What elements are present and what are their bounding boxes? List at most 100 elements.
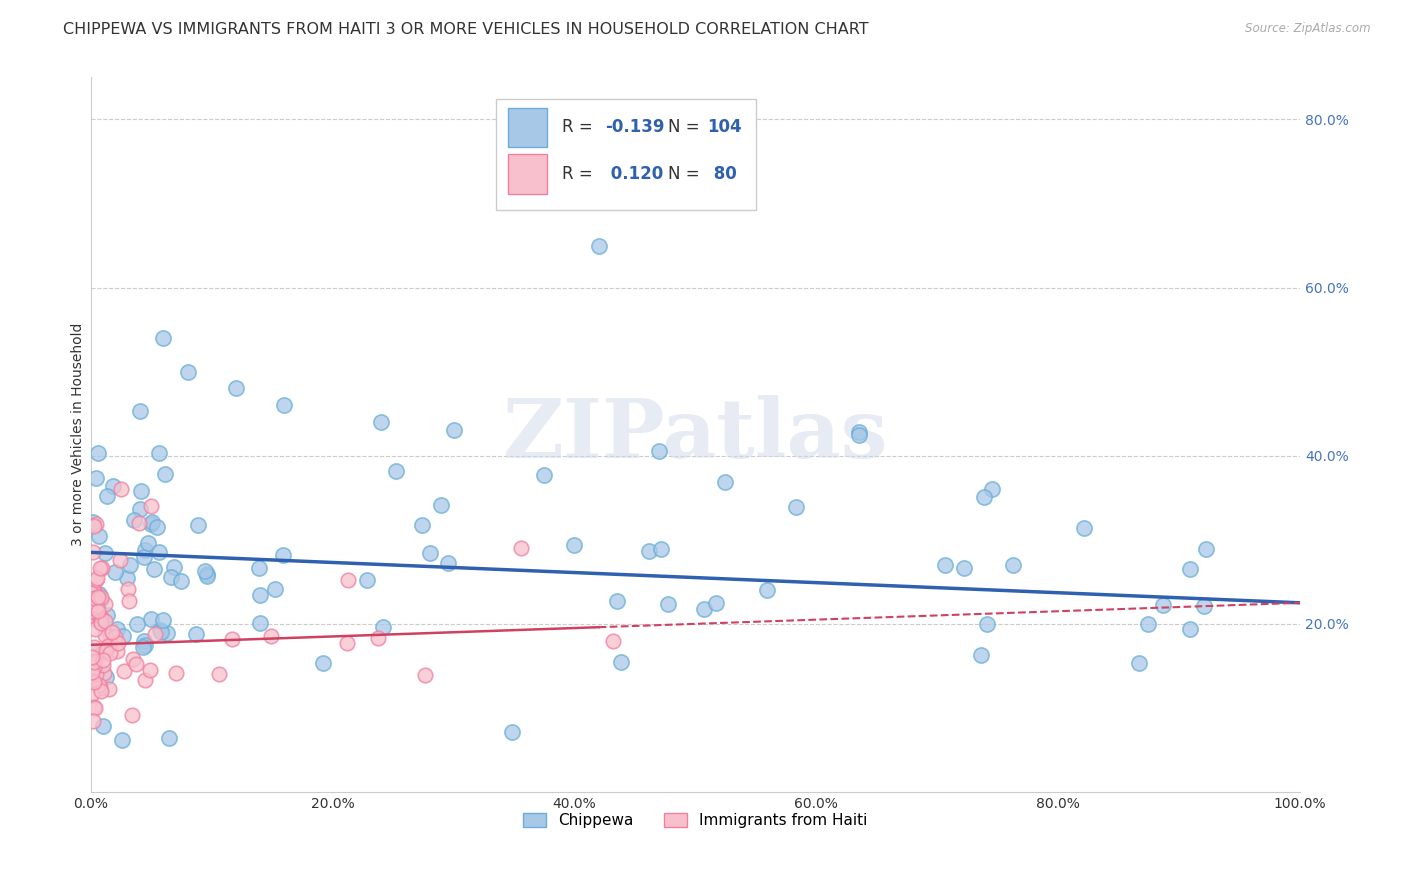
Point	[96, 489, 118, 503]
Point	[86, 610, 108, 624]
Point	[225, 382, 247, 396]
Point	[367, 632, 389, 646]
Point	[127, 617, 149, 632]
Point	[84, 701, 107, 715]
Point	[533, 467, 555, 482]
Point	[80, 665, 103, 679]
Point	[94, 614, 117, 628]
Point	[90, 684, 112, 698]
Point	[86, 613, 108, 627]
Point	[704, 596, 727, 610]
Point	[165, 666, 187, 681]
Point	[141, 499, 163, 513]
Point	[176, 365, 198, 379]
Point	[90, 612, 112, 626]
Point	[90, 561, 112, 575]
Point	[134, 543, 156, 558]
Point	[105, 623, 128, 637]
Point	[249, 615, 271, 630]
Point	[976, 617, 998, 632]
Point	[129, 483, 152, 498]
Point	[156, 625, 179, 640]
FancyBboxPatch shape	[496, 99, 756, 210]
Point	[606, 594, 628, 608]
Point	[934, 558, 956, 572]
Point	[83, 674, 105, 689]
Point	[152, 331, 174, 345]
Point	[273, 398, 295, 412]
Point	[98, 646, 121, 660]
Point	[1192, 599, 1215, 614]
Point	[104, 565, 127, 579]
Point	[89, 560, 111, 574]
Point	[371, 619, 394, 633]
Point	[602, 634, 624, 648]
Point	[96, 608, 118, 623]
Point	[693, 602, 716, 616]
Point	[114, 664, 136, 678]
Point	[86, 599, 108, 613]
Point	[143, 562, 166, 576]
Point	[128, 516, 150, 530]
Point	[125, 657, 148, 671]
Point	[94, 627, 117, 641]
Point	[588, 238, 610, 252]
Point	[148, 545, 170, 559]
Point	[187, 517, 209, 532]
Point	[648, 444, 671, 458]
Point	[128, 404, 150, 418]
Y-axis label: 3 or more Vehicles in Household: 3 or more Vehicles in Household	[72, 323, 86, 547]
Point	[848, 425, 870, 440]
Point	[80, 643, 103, 657]
Point	[149, 624, 172, 638]
Point	[195, 567, 218, 582]
Point	[82, 604, 104, 618]
Point	[121, 707, 143, 722]
Point	[1001, 558, 1024, 573]
Point	[104, 630, 127, 644]
Point	[96, 643, 118, 657]
Point	[108, 553, 131, 567]
Point	[785, 500, 807, 514]
Text: R =: R =	[562, 119, 599, 136]
Point	[336, 636, 359, 650]
Point	[370, 415, 392, 429]
Point	[384, 464, 406, 478]
Point	[80, 611, 103, 625]
Point	[94, 546, 117, 560]
Point	[437, 556, 460, 570]
Point	[110, 483, 132, 497]
Point	[981, 483, 1004, 497]
Text: CHIPPEWA VS IMMIGRANTS FROM HAITI 3 OR MORE VEHICLES IN HOUSEHOLD CORRELATION CH: CHIPPEWA VS IMMIGRANTS FROM HAITI 3 OR M…	[63, 22, 869, 37]
Point	[755, 583, 778, 598]
Point	[149, 624, 172, 639]
Point	[129, 501, 152, 516]
Text: ZIPatlas: ZIPatlas	[503, 394, 889, 475]
Point	[84, 517, 107, 532]
Point	[105, 644, 128, 658]
Point	[101, 625, 124, 640]
Point	[82, 687, 104, 701]
Point	[83, 600, 105, 615]
Point	[208, 667, 231, 681]
Point	[82, 608, 104, 623]
Point	[82, 544, 104, 558]
Point	[86, 666, 108, 681]
Point	[82, 516, 104, 530]
Point	[83, 583, 105, 598]
Point	[101, 479, 124, 493]
Point	[1128, 656, 1150, 670]
Point	[93, 653, 115, 667]
Point	[84, 573, 107, 587]
Point	[186, 627, 208, 641]
Point	[87, 587, 110, 601]
Point	[148, 445, 170, 459]
Point	[163, 559, 186, 574]
Point	[194, 564, 217, 578]
Point	[195, 569, 218, 583]
Point	[564, 538, 586, 552]
Point	[107, 636, 129, 650]
Point	[96, 670, 118, 684]
Point	[1152, 599, 1174, 613]
Point	[122, 652, 145, 666]
